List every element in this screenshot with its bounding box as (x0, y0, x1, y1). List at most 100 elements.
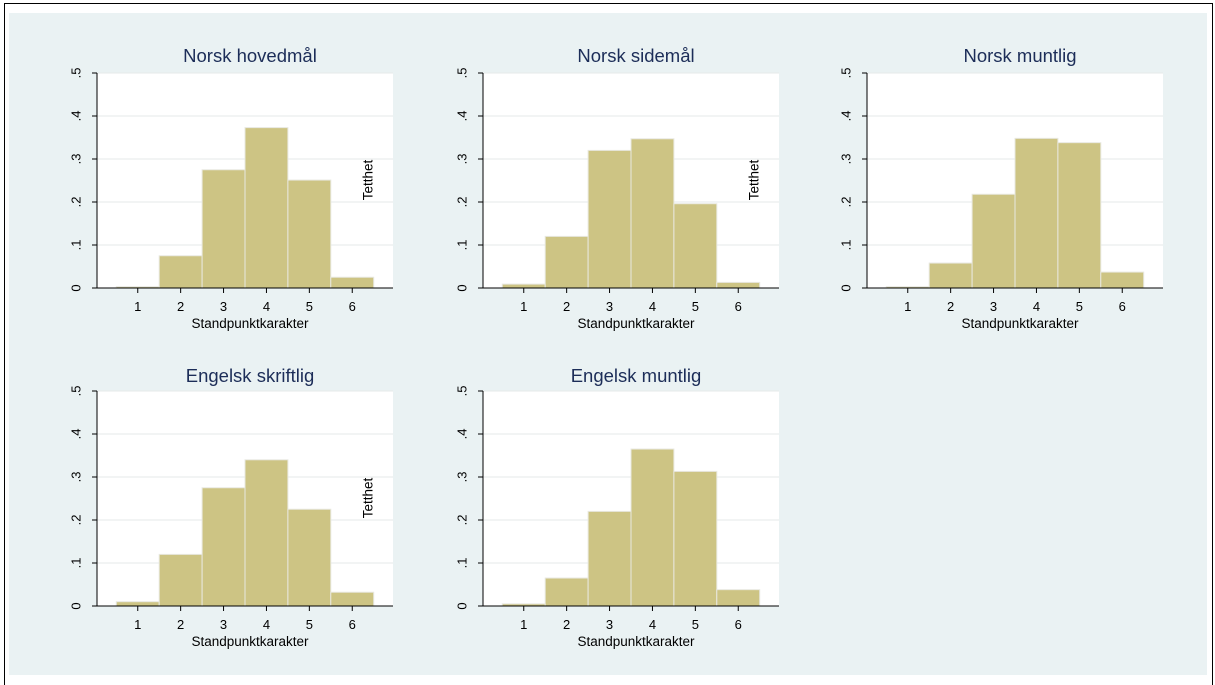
histogram-bar (544, 577, 589, 607)
y-tick-label: .5 (839, 68, 854, 79)
histogram-bar (158, 553, 203, 607)
histogram-panel: 0 .1 .2 .3 .4 .5 1 2 3 4 5 6 Standpunktkarakter Engel… (455, 365, 779, 649)
y-tick-label: 0 (69, 602, 84, 609)
x-axis-title: Standpunktkarakter (577, 316, 695, 331)
y-tick-label: .1 (455, 240, 470, 251)
y-tick-label: .3 (69, 472, 84, 483)
y-tick-label: .3 (839, 154, 854, 165)
x-tick-label: 3 (606, 617, 613, 632)
x-axis-title: Standpunktkarakter (961, 316, 1079, 331)
x-tick-label: 4 (263, 299, 270, 314)
y-tick-label: .4 (455, 111, 470, 122)
y-tick-label: .5 (69, 68, 84, 79)
x-tick-label: 1 (134, 617, 141, 632)
histogram-bar (287, 508, 332, 607)
x-tick-label: 5 (1076, 299, 1083, 314)
histogram-bar (1057, 142, 1102, 289)
x-tick-label: 3 (990, 299, 997, 314)
y-tick-label: .1 (839, 240, 854, 251)
y-tick-label: .2 (455, 197, 470, 208)
histogram-bar (1100, 271, 1145, 289)
histogram-bar (630, 138, 675, 289)
x-tick-label: 5 (692, 617, 699, 632)
histogram-bar (501, 283, 546, 289)
y-tick-label: 0 (455, 284, 470, 291)
histogram-bar (630, 448, 675, 607)
x-axis-title: Standpunktkarakter (191, 316, 309, 331)
y-tick-label: .4 (839, 111, 854, 122)
x-axis-title: Standpunktkarakter (577, 634, 695, 649)
x-tick-label: 6 (349, 299, 356, 314)
histogram-bar (971, 193, 1016, 289)
panel-title: Norsk sidemål (577, 45, 694, 66)
histogram-panel: 0 .1 .2 .3 .4 .5 1 2 3 4 5 6 Standpunktkarakter Tetth… (69, 365, 393, 649)
x-tick-label: 2 (563, 299, 570, 314)
histogram-bar (330, 276, 375, 289)
x-tick-label: 5 (306, 617, 313, 632)
y-tick-label: .2 (839, 197, 854, 208)
histogram-bar (1014, 137, 1059, 289)
y-axis-title: Tetthet (361, 477, 376, 518)
y-tick-label: .3 (455, 154, 470, 165)
y-tick-label: 0 (455, 602, 470, 609)
y-axis-title: Tetthet (747, 159, 762, 200)
histogram-bar (330, 591, 375, 607)
panel-title: Engelsk muntlig (571, 365, 702, 386)
panel-title: Norsk muntlig (963, 45, 1076, 66)
x-tick-label: 2 (947, 299, 954, 314)
x-tick-label: 5 (692, 299, 699, 314)
x-tick-label: 1 (520, 617, 527, 632)
y-tick-label: .5 (69, 386, 84, 397)
x-tick-label: 1 (904, 299, 911, 314)
histogram-panel: 0 .1 .2 .3 .4 .5 1 2 3 4 5 6 Standpunktkarakter Tetth… (69, 45, 393, 331)
panel-title: Engelsk skriftlig (186, 365, 315, 386)
histogram-bar (587, 149, 632, 289)
y-axis-title: Tetthet (361, 159, 376, 200)
x-tick-label: 6 (1119, 299, 1126, 314)
histogram-bar (716, 281, 761, 289)
y-tick-label: 0 (69, 284, 84, 291)
y-tick-label: .3 (69, 154, 84, 165)
histogram-bar (928, 262, 973, 289)
histogram-bar (716, 589, 761, 607)
y-tick-label: .2 (69, 515, 84, 526)
histogram-bar (115, 601, 160, 607)
y-tick-label: .1 (455, 558, 470, 569)
x-tick-label: 2 (177, 617, 184, 632)
histogram-bar (673, 203, 718, 289)
y-tick-label: .4 (455, 429, 470, 440)
y-tick-label: .1 (69, 558, 84, 569)
y-tick-label: .5 (455, 386, 470, 397)
panel-title: Norsk hovedmål (183, 45, 317, 66)
x-tick-label: 3 (606, 299, 613, 314)
histogram-bar (158, 255, 203, 289)
x-tick-label: 4 (1033, 299, 1040, 314)
y-tick-label: .5 (455, 68, 470, 79)
histogram-bar (544, 235, 589, 289)
histogram-panel: 0 .1 .2 .3 .4 .5 1 2 3 4 5 6 Standpunktkarakter Tetth… (455, 45, 779, 331)
histogram-bar (244, 127, 289, 289)
histogram-bar (244, 459, 289, 607)
histogram-bar (287, 179, 332, 289)
x-tick-label: 2 (563, 617, 570, 632)
x-tick-label: 6 (735, 299, 742, 314)
x-tick-label: 5 (306, 299, 313, 314)
y-tick-label: .1 (69, 240, 84, 251)
x-tick-label: 1 (134, 299, 141, 314)
x-tick-label: 1 (520, 299, 527, 314)
histogram-bar (201, 169, 246, 289)
y-tick-label: .2 (69, 197, 84, 208)
y-tick-label: 0 (839, 284, 854, 291)
histogram-bar (201, 487, 246, 607)
y-tick-label: .4 (69, 429, 84, 440)
x-tick-label: 4 (263, 617, 270, 632)
x-tick-label: 6 (349, 617, 356, 632)
x-tick-label: 2 (177, 299, 184, 314)
x-tick-label: 4 (649, 617, 656, 632)
x-axis-title: Standpunktkarakter (191, 634, 309, 649)
y-tick-label: .2 (455, 515, 470, 526)
x-tick-label: 4 (649, 299, 656, 314)
x-tick-label: 3 (220, 617, 227, 632)
x-tick-label: 6 (735, 617, 742, 632)
